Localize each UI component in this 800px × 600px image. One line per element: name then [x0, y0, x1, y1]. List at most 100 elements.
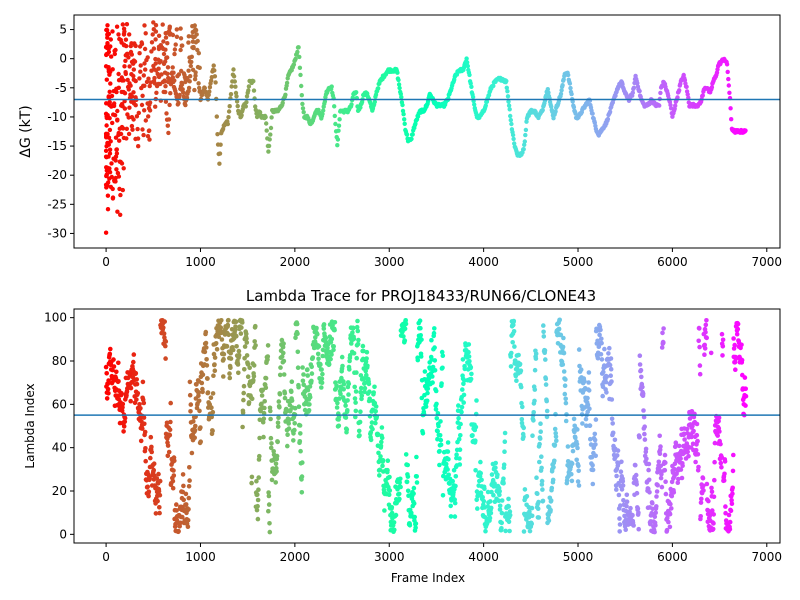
lambda-point [690, 441, 696, 447]
delta-g-point [729, 117, 734, 122]
lambda-point [473, 438, 478, 444]
lambda-point [197, 408, 202, 414]
lambda-point [240, 410, 246, 416]
y-tick-label: 80 [52, 354, 67, 368]
delta-g-point [167, 26, 172, 31]
lambda-point [204, 345, 209, 350]
lambda-point [529, 521, 534, 526]
lambda-point [593, 453, 598, 459]
lambda-point [663, 460, 668, 466]
lambda-point [430, 364, 436, 370]
lambda-point [251, 363, 257, 368]
lambda-point [259, 401, 264, 407]
lambda-point [496, 498, 502, 504]
lambda-point [501, 481, 506, 486]
lambda-point [727, 519, 733, 525]
delta-g-point [166, 130, 171, 136]
lambda-point [621, 498, 626, 503]
delta-g-point [131, 117, 136, 122]
delta-g-point [147, 100, 153, 105]
lambda-point [273, 480, 279, 485]
delta-g-point [397, 85, 402, 91]
delta-g-point [107, 176, 112, 181]
delta-g-point [167, 102, 172, 108]
lambda-point [693, 447, 699, 453]
delta-g-point [107, 170, 113, 175]
lambda-point [409, 510, 414, 516]
delta-g-point [231, 74, 237, 79]
lambda-point [205, 376, 210, 381]
lambda-point [398, 484, 403, 490]
delta-g-point [549, 104, 554, 109]
lambda-point [735, 321, 741, 327]
lambda-point [163, 343, 168, 349]
lambda-point [120, 401, 126, 407]
lambda-point [277, 372, 283, 378]
lambda-point [307, 402, 312, 407]
lambda-point [694, 421, 700, 427]
delta-g-point [225, 121, 230, 127]
lambda-point [569, 478, 575, 484]
delta-g-point [127, 64, 132, 69]
delta-g-point [190, 29, 195, 35]
lambda-point [266, 502, 272, 507]
delta-g-point [156, 74, 162, 80]
lambda-point [235, 362, 241, 367]
delta-g-point [620, 82, 625, 87]
lambda-point [575, 445, 580, 451]
lambda-point [355, 318, 360, 324]
lambda-point [276, 415, 281, 421]
delta-g-point [115, 209, 120, 214]
lambda-point [721, 478, 727, 483]
delta-g-point [239, 113, 244, 118]
delta-g-point [570, 99, 575, 104]
x-tick-label: 0 [102, 255, 110, 269]
delta-g-point [108, 37, 114, 42]
lambda-point [548, 498, 554, 503]
delta-g-point [121, 89, 126, 95]
delta-g-point [152, 81, 158, 86]
delta-g-point [129, 94, 135, 99]
lambda-point [619, 459, 624, 465]
delta-g-point [512, 141, 517, 146]
lambda-point [134, 377, 139, 382]
delta-g-point [165, 65, 171, 70]
lambda-point [332, 327, 337, 333]
lambda-point [466, 342, 472, 347]
lambda-point [240, 320, 245, 325]
lambda-point [687, 416, 693, 421]
delta-g-point [161, 39, 166, 44]
lambda-point [291, 438, 296, 443]
lambda-point [425, 386, 431, 391]
delta-g-point [121, 166, 126, 171]
lambda-point [599, 340, 604, 346]
delta-g-point [264, 121, 269, 126]
lambda-point [358, 409, 363, 415]
delta-g-point [160, 46, 166, 51]
y-tick-label: -10 [47, 110, 67, 124]
lambda-point [157, 510, 162, 516]
lambda-point [121, 429, 126, 434]
lambda-point [177, 524, 182, 529]
lambda-point [329, 336, 335, 342]
lambda-point [561, 350, 567, 356]
lambda-point [662, 452, 668, 458]
lambda-point [438, 442, 444, 448]
lambda-point [478, 471, 484, 476]
lambda-point [297, 439, 303, 444]
delta-g-point [105, 41, 110, 46]
lambda-point [723, 504, 728, 509]
lambda-point [684, 426, 690, 432]
lambda-point [133, 370, 139, 376]
x-tick-label: 6000 [657, 255, 688, 269]
lambda-point [716, 415, 722, 421]
delta-g-point [125, 112, 130, 117]
lambda-point [151, 467, 156, 473]
lambda-point [689, 434, 694, 440]
lambda-point [161, 325, 166, 330]
lambda-point [508, 364, 514, 369]
lambda-point [695, 468, 701, 473]
lambda-point [583, 416, 589, 422]
lambda-point [310, 355, 316, 360]
lambda-point [241, 383, 247, 389]
